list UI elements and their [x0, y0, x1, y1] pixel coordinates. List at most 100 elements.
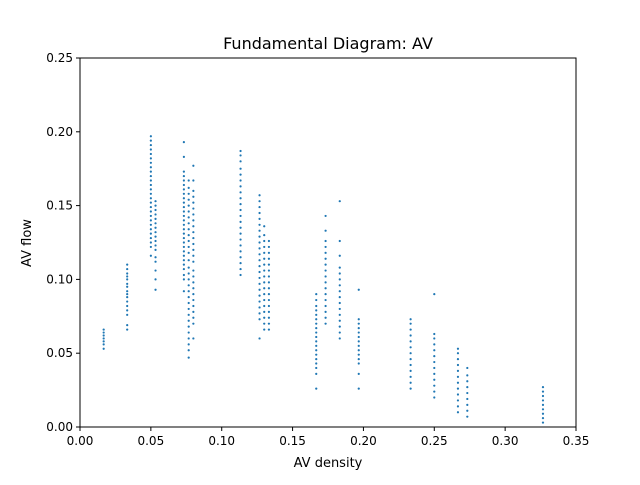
data-point — [187, 179, 190, 182]
data-point — [541, 417, 545, 420]
data-point — [187, 272, 190, 275]
data-point — [338, 325, 341, 328]
data-point — [338, 272, 341, 275]
data-point — [182, 210, 185, 213]
data-point — [192, 195, 195, 198]
data-point — [102, 337, 105, 340]
data-point — [187, 239, 190, 243]
data-point — [267, 316, 271, 319]
data-point — [541, 390, 545, 393]
data-point — [267, 245, 271, 249]
data-point — [182, 232, 185, 235]
data-point — [182, 245, 185, 249]
data-point — [263, 281, 266, 284]
data-point — [258, 288, 261, 291]
data-point — [338, 337, 341, 340]
data-point — [466, 380, 469, 383]
data-point — [182, 219, 185, 222]
data-point — [324, 293, 327, 296]
data-point — [466, 374, 469, 377]
data-point — [149, 157, 152, 160]
data-point — [263, 328, 266, 331]
data-point — [149, 192, 152, 195]
data-point — [239, 232, 242, 235]
data-point — [182, 263, 185, 266]
data-point — [154, 239, 157, 243]
data-point — [126, 296, 129, 299]
data-point — [409, 346, 412, 349]
data-point — [182, 290, 185, 293]
data-point — [267, 310, 271, 313]
data-point — [154, 222, 157, 225]
data-point — [338, 200, 341, 203]
data-point — [315, 366, 318, 370]
data-point — [192, 310, 195, 313]
data-point — [456, 387, 460, 390]
data-point — [466, 386, 469, 389]
data-point — [126, 304, 129, 308]
data-point — [182, 267, 185, 271]
data-point — [541, 412, 545, 415]
data-point — [267, 293, 271, 296]
data-point — [357, 349, 360, 352]
data-point — [149, 214, 152, 218]
data-point — [357, 340, 360, 343]
data-point — [315, 298, 318, 302]
data-point — [357, 387, 360, 390]
data-point — [239, 149, 242, 153]
data-point — [433, 349, 436, 352]
data-point — [149, 236, 152, 240]
data-point — [263, 239, 266, 243]
data-point — [239, 191, 242, 194]
data-point — [187, 284, 190, 287]
data-point — [149, 170, 152, 173]
data-point — [338, 239, 341, 243]
data-point — [192, 164, 195, 167]
data-point — [324, 251, 327, 254]
data-point — [357, 353, 360, 356]
data-point — [324, 214, 327, 218]
data-point — [263, 304, 266, 308]
data-point — [258, 200, 261, 203]
data-point — [154, 235, 157, 238]
data-point — [357, 318, 360, 321]
data-point — [338, 301, 341, 305]
data-point — [315, 362, 318, 365]
data-point — [409, 358, 412, 361]
data-point — [149, 166, 152, 169]
data-point — [258, 247, 261, 250]
data-point — [338, 331, 341, 334]
data-point — [409, 375, 412, 378]
data-point — [149, 139, 152, 142]
data-point — [541, 408, 545, 411]
data-point — [433, 366, 436, 370]
data-point — [154, 256, 157, 259]
data-point — [433, 384, 436, 387]
data-point — [149, 201, 152, 204]
data-point — [267, 322, 271, 325]
data-point — [456, 411, 460, 414]
data-point — [239, 208, 242, 212]
data-point — [324, 310, 327, 313]
data-point — [182, 273, 185, 277]
data-point — [126, 267, 129, 271]
data-point — [149, 161, 152, 164]
data-point — [182, 241, 185, 244]
data-point — [263, 257, 266, 260]
data-point — [149, 210, 152, 213]
data-point — [267, 239, 271, 243]
data-point — [192, 304, 195, 308]
data-point — [192, 281, 195, 284]
data-point — [239, 185, 242, 188]
x-axis-label: AV density — [294, 456, 363, 471]
data-point — [126, 324, 129, 327]
data-point — [192, 337, 195, 340]
data-point — [315, 358, 318, 361]
data-point — [433, 360, 436, 364]
data-point — [126, 272, 129, 275]
data-point — [267, 269, 271, 272]
data-point — [182, 155, 185, 158]
data-point — [357, 372, 360, 375]
